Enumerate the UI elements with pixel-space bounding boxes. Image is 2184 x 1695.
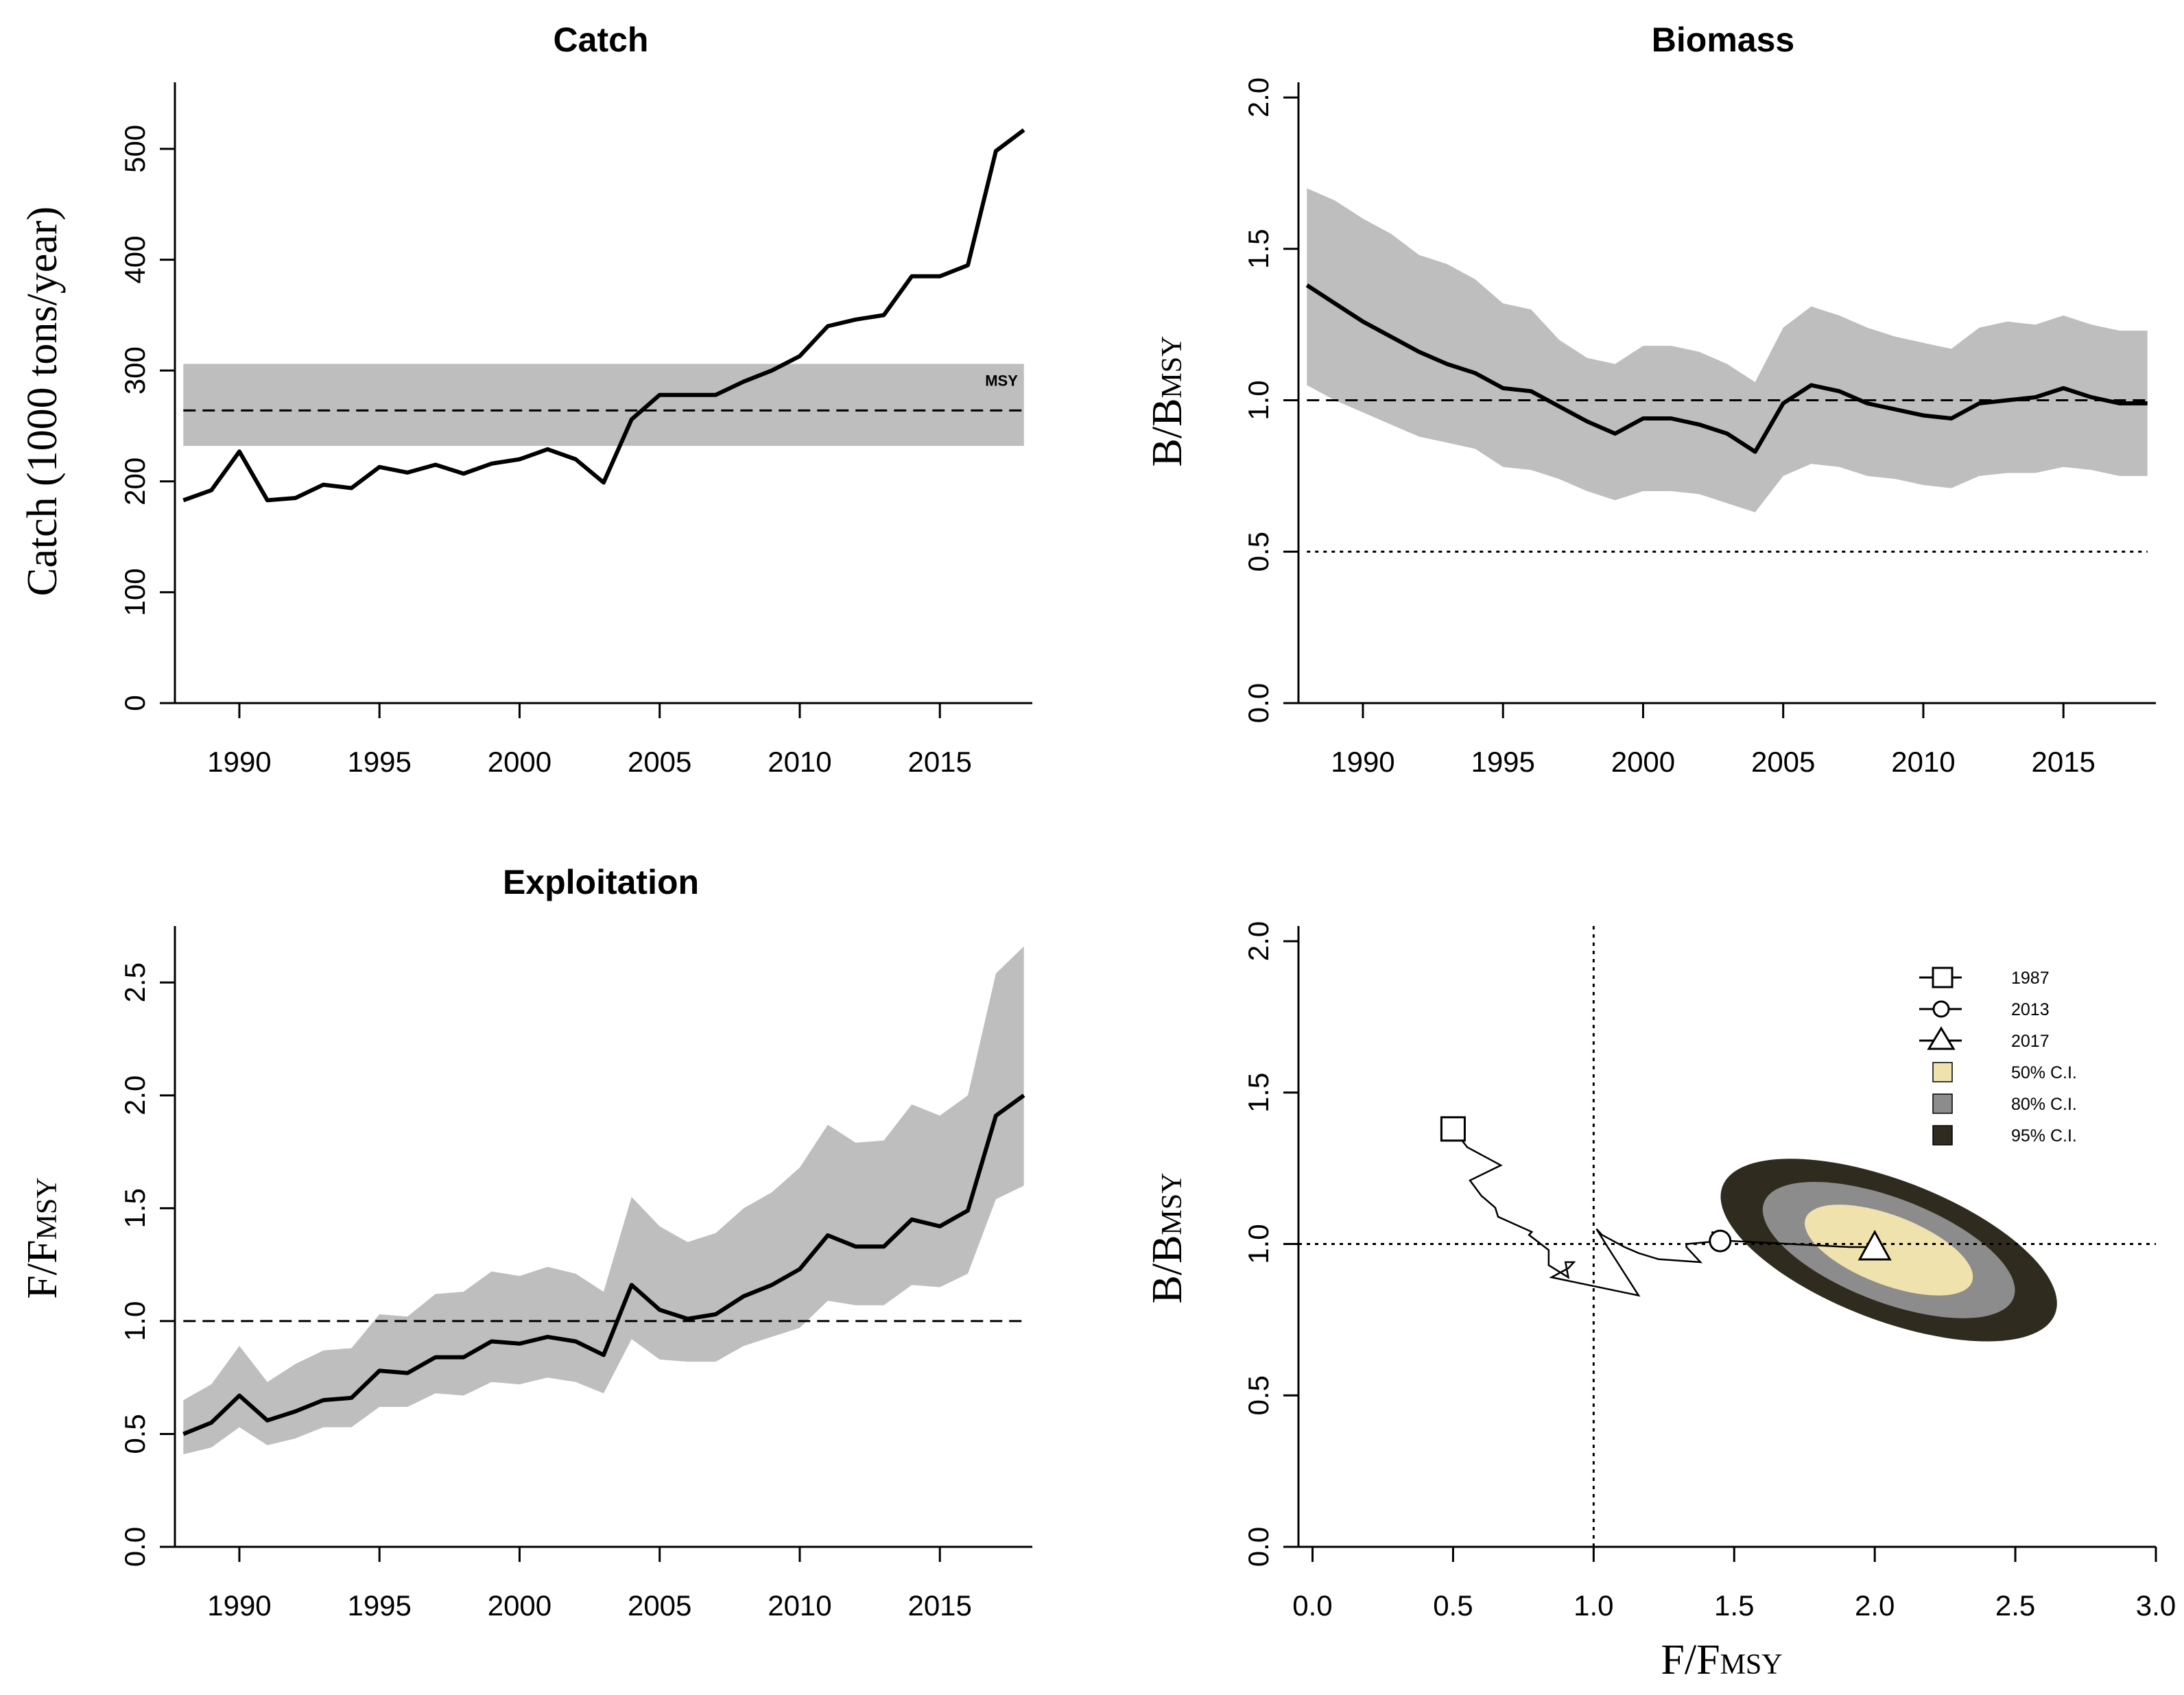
exploitation-y-tick-label: 1.5 [119, 1188, 151, 1228]
exploitation-x-tick-label: 2015 [907, 1589, 971, 1622]
biomass-y-axis-label: B/BMSY [1144, 336, 1191, 467]
legend-swatch-50 [1932, 1062, 1953, 1082]
catch-title: Catch [554, 21, 649, 59]
marker-1987-square [1440, 1116, 1466, 1142]
catch-panel: Catch MSY 0 100 200 300 400 500 1990 1995 2000 200… [19, 21, 1032, 778]
legend-label-1987: 1987 [2011, 969, 2050, 988]
biomass-y-tick-label: 1.0 [1242, 380, 1274, 420]
legend-swatch-95 [1932, 1125, 1953, 1146]
kobe-y-label-main: B/B [1144, 1235, 1191, 1304]
biomass-y-tick-label: 0.5 [1242, 532, 1274, 571]
catch-x-tick-label: 1995 [347, 746, 411, 778]
biomass-x-tick-label: 2015 [2031, 746, 2095, 778]
exploitation-series-line [182, 1093, 1025, 1436]
legend-square-icon [1932, 967, 1954, 988]
catch-y-axis-label: Catch (1000 tons/year) [19, 206, 66, 596]
biomass-title: Biomass [1652, 21, 1794, 59]
exploitation-y-axis-label: F/FMSY [19, 1177, 66, 1299]
kobe-x-tick-label: 0.0 [1292, 1589, 1332, 1622]
biomass-y-label-main: B/B [1144, 399, 1191, 467]
exploitation-y-tick-label: 0.5 [119, 1414, 151, 1454]
msy-label: MSY [985, 372, 1018, 389]
kobe-y-label-sub: MSY [1156, 1173, 1188, 1235]
kobe-x-tick-label: 2.0 [1855, 1589, 1895, 1622]
exploitation-x-tick-label: 2010 [768, 1589, 831, 1622]
kobe-y-tick-label: 2.0 [1242, 921, 1274, 961]
biomass-x-tick-label: 2000 [1611, 746, 1675, 778]
catch-x-tick-label: 2000 [488, 746, 551, 778]
exploitation-y-label-sub: MSY [32, 1177, 63, 1240]
legend-circle-icon [1932, 1000, 1950, 1018]
legend-swatch-80 [1932, 1093, 1953, 1114]
exploitation-x-tick-label: 1990 [207, 1589, 271, 1622]
catch-x-tick-label: 1990 [207, 746, 271, 778]
legend-label-ci-80: 80% C.I. [2011, 1095, 2077, 1114]
biomass-plot-area: 0.0 0.5 1.0 1.5 2.0 1990 1995 2000 2005 2010 2015 [1242, 78, 2156, 778]
kobe-x-tick-label: 0.5 [1433, 1589, 1473, 1622]
biomass-y-label-sub: MSY [1156, 336, 1188, 399]
exploitation-title: Exploitation [503, 863, 699, 901]
kobe-plot-area: 0.0 0.5 1.0 1.5 2.0 0.0 0.5 1.0 1.5 2.0 2.5 3.0 1987… [1242, 921, 2176, 1622]
legend-label-2013: 2013 [2011, 1000, 2050, 1019]
biomass-confidence-band [1307, 188, 2148, 512]
catch-y-tick-label: 400 [119, 236, 151, 284]
legend-triangle-icon [1927, 1026, 1956, 1050]
catch-x-tick-label: 2005 [628, 746, 691, 778]
kobe-trajectory-line [1452, 1128, 1875, 1297]
exploitation-y-label-main: F/F [19, 1240, 66, 1299]
legend-label-2017: 2017 [2011, 1032, 2050, 1051]
exploitation-confidence-band [183, 946, 1024, 1455]
kobe-y-tick-label: 0.0 [1242, 1527, 1274, 1567]
confidence-region-50 [1805, 1205, 1973, 1296]
exploitation-plot-area: 0.0 0.5 1.0 1.5 2.0 2.5 1990 1995 2000 2005 2010 20… [119, 926, 1032, 1622]
catch-y-tick-label: 500 [119, 125, 151, 173]
biomass-x-tick-label: 2005 [1751, 746, 1815, 778]
exploitation-y-tick-label: 2.0 [119, 1076, 151, 1115]
kobe-y-tick-label: 0.5 [1242, 1375, 1274, 1415]
biomass-x-tick-label: 1995 [1471, 746, 1534, 778]
kobe-x-tick-label: 1.0 [1574, 1589, 1613, 1622]
biomass-series-line [1305, 283, 2148, 454]
kobe-x-tick-label: 1.5 [1714, 1589, 1754, 1622]
kobe-y-axis-label: B/BMSY [1144, 1173, 1191, 1304]
kobe-legend: 1987 2013 2017 50% C.I. 80% C.I. 95% C.I. [1919, 967, 2077, 1146]
catch-y-tick-label: 300 [119, 346, 151, 394]
exploitation-y-tick-label: 2.5 [119, 962, 151, 1002]
exploitation-x-tick-label: 2000 [488, 1589, 551, 1622]
biomass-x-tick-label: 1990 [1331, 746, 1394, 778]
kobe-x-axis-label: F/FMSY [1661, 1637, 1782, 1683]
kobe-panel: 0.0 0.5 1.0 1.5 2.0 0.0 0.5 1.0 1.5 2.0 2.5 3.0 1987… [1144, 921, 2176, 1683]
legend-label-ci-95: 95% C.I. [2011, 1126, 2077, 1146]
exploitation-x-tick-label: 2005 [628, 1589, 691, 1622]
catch-series-line [182, 128, 1025, 503]
exploitation-x-tick-label: 1995 [347, 1589, 411, 1622]
msy-confidence-band [183, 364, 1024, 447]
kobe-x-tick-label: 2.5 [1995, 1589, 2035, 1622]
marker-2013-circle [1709, 1229, 1732, 1253]
catch-y-tick-label: 0 [119, 695, 151, 711]
exploitation-y-tick-label: 1.0 [119, 1301, 151, 1341]
legend-label-ci-50: 50% C.I. [2011, 1063, 2077, 1082]
kobe-y-tick-label: 1.0 [1242, 1224, 1274, 1264]
biomass-y-tick-label: 2.0 [1242, 78, 1274, 117]
biomass-x-tick-label: 2010 [1891, 746, 1955, 778]
biomass-panel: Biomass 0.0 0.5 1.0 1.5 2.0 1990 1995 2000 2005 2… [1144, 21, 2156, 778]
kobe-x-label-sub: MSY [1720, 1649, 1783, 1681]
catch-x-tick-label: 2010 [768, 746, 831, 778]
biomass-y-tick-label: 0.0 [1242, 683, 1274, 723]
catch-plot-area: MSY 0 100 200 300 400 500 1990 1995 2000 2005 2010 2… [119, 82, 1032, 778]
exploitation-panel: Exploitation 0.0 0.5 1.0 1.5 2.0 2.5 1990 1995 2… [19, 863, 1032, 1622]
catch-y-tick-label: 100 [119, 568, 151, 616]
marker-2017-triangle [1857, 1229, 1892, 1261]
kobe-x-label-main: F/F [1661, 1637, 1720, 1683]
kobe-y-tick-label: 1.5 [1242, 1073, 1274, 1113]
catch-y-tick-label: 200 [119, 458, 151, 506]
biomass-y-tick-label: 1.5 [1242, 229, 1274, 269]
catch-x-tick-label: 2015 [907, 746, 971, 778]
exploitation-y-tick-label: 0.0 [119, 1527, 151, 1567]
kobe-x-tick-label: 3.0 [2136, 1589, 2176, 1622]
